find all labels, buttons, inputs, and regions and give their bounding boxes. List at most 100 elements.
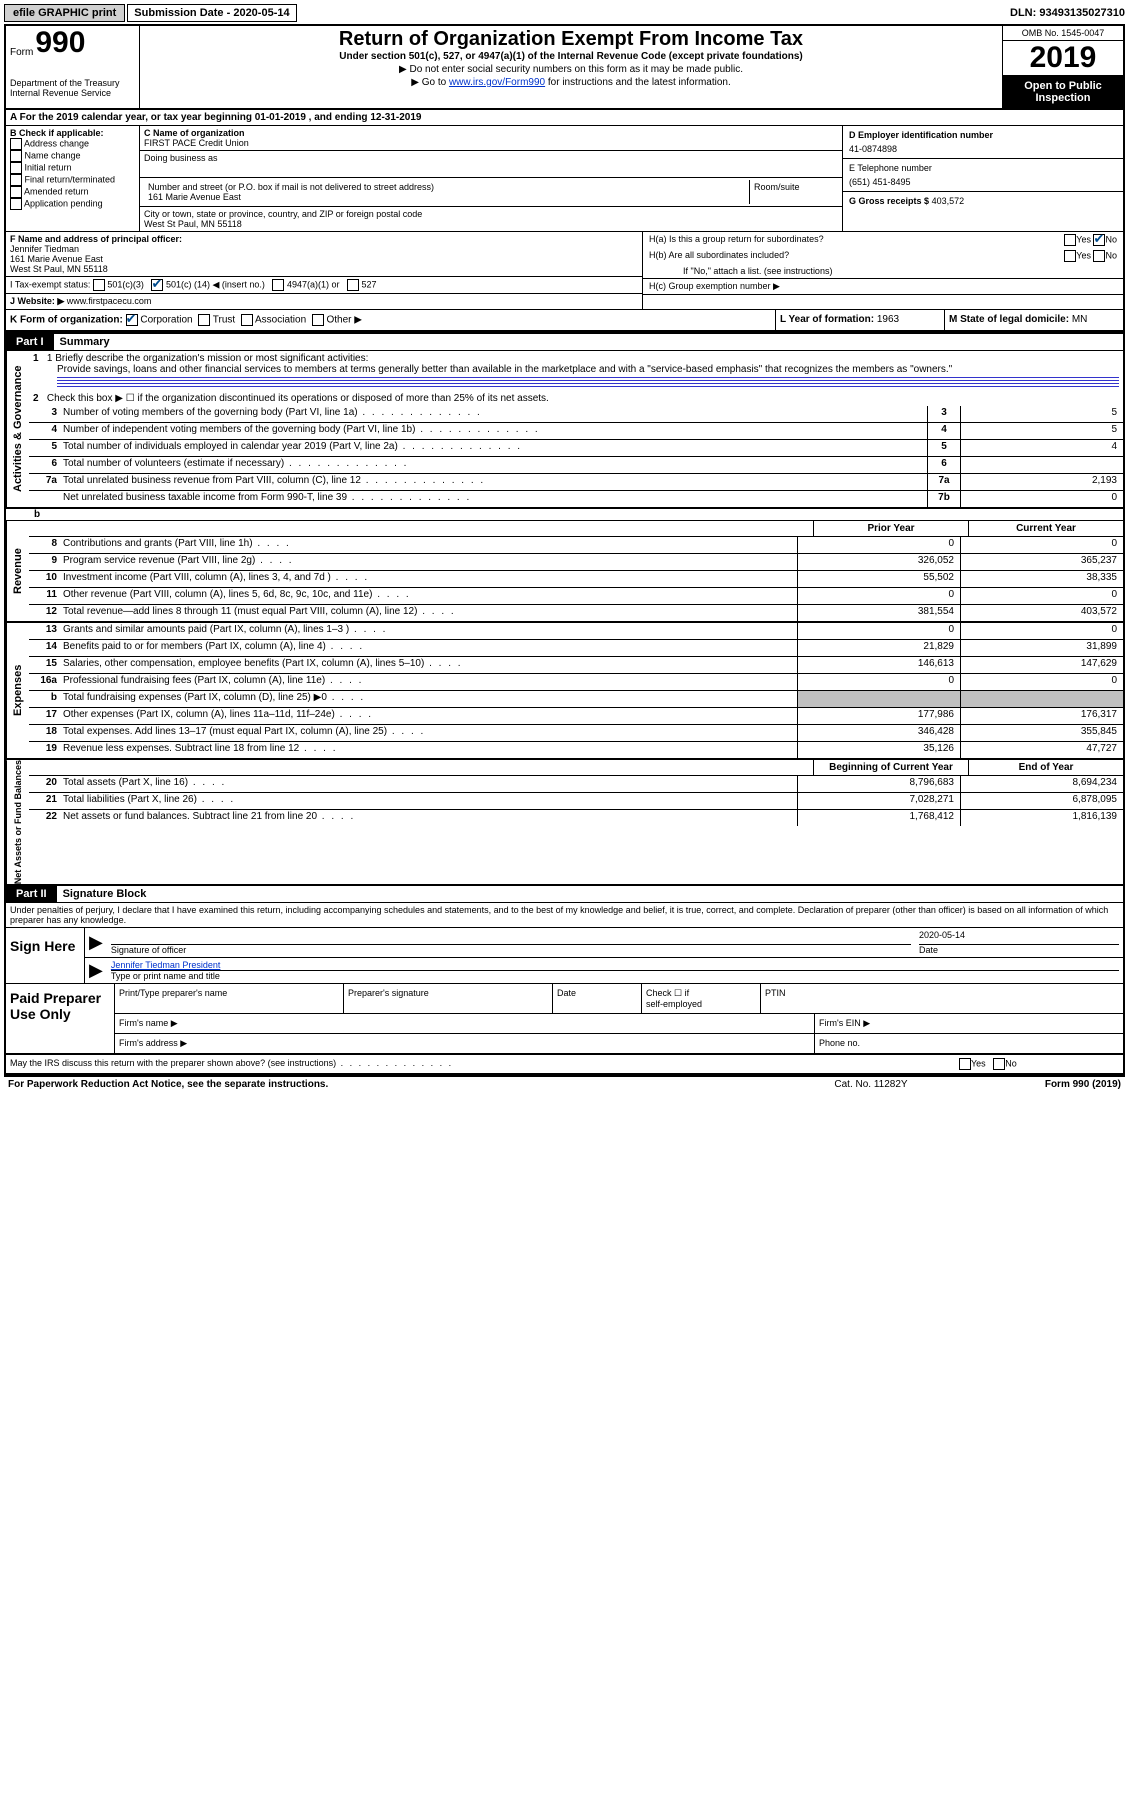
- line-num: 14: [29, 640, 61, 656]
- current-value: 8,694,234: [960, 776, 1123, 792]
- cb-application-pending[interactable]: Application pending: [10, 198, 135, 210]
- irs-link[interactable]: www.irs.gov/Form990: [449, 77, 545, 88]
- line-16a: 16a Professional fundraising fees (Part …: [29, 674, 1123, 691]
- prior-value: 55,502: [797, 571, 960, 587]
- cb-address-change[interactable]: Address change: [10, 138, 135, 150]
- line-text: Total assets (Part X, line 16): [61, 776, 797, 792]
- prior-value: 346,428: [797, 725, 960, 741]
- cb-trust[interactable]: [198, 314, 210, 326]
- hb-no: No: [1105, 250, 1117, 260]
- line1-label: 1 Briefly describe the organization's mi…: [47, 353, 369, 364]
- line-text: Program service revenue (Part VIII, line…: [61, 554, 797, 570]
- firm-phone-label: Phone no.: [815, 1034, 1123, 1053]
- cb-hb-yes[interactable]: [1064, 250, 1076, 262]
- ag-line-5: 5 Total number of individuals employed i…: [29, 440, 1123, 457]
- form-number: Form 990: [10, 28, 135, 58]
- cb-discuss-yes[interactable]: [959, 1058, 971, 1070]
- line-value: 4: [960, 440, 1123, 456]
- hb-note: If "No," attach a list. (see instruction…: [643, 264, 1123, 278]
- form-outer: Form 990 Department of the Treasury Inte…: [4, 24, 1125, 1077]
- cb-501c[interactable]: [151, 279, 163, 291]
- cb-hb-no[interactable]: [1093, 250, 1105, 262]
- prep-sig-label: Preparer's signature: [344, 984, 553, 1013]
- line-22: 22 Net assets or fund balances. Subtract…: [29, 810, 1123, 826]
- current-value: 0: [960, 623, 1123, 639]
- line-num: 13: [29, 623, 61, 639]
- cb-ha-yes[interactable]: [1064, 234, 1076, 246]
- current-value: [960, 691, 1123, 707]
- h-a: H(a) Is this a group return for subordin…: [643, 232, 1123, 248]
- line-num: 3: [29, 406, 61, 422]
- cb-discuss-no[interactable]: [993, 1058, 1005, 1070]
- prior-value: 7,028,271: [797, 793, 960, 809]
- col-b-checkboxes: B Check if applicable: Address change Na…: [6, 126, 140, 231]
- dba-label: Doing business as: [144, 153, 838, 163]
- form-header: Form 990 Department of the Treasury Inte…: [6, 26, 1123, 110]
- header-left: Form 990 Department of the Treasury Inte…: [6, 26, 140, 108]
- line-num: 5: [29, 440, 61, 456]
- cb-corp[interactable]: [126, 314, 138, 326]
- form-note-link: ▶ Go to www.irs.gov/Form990 for instruct…: [146, 77, 996, 88]
- line-box: 4: [927, 423, 960, 439]
- line-value: 5: [960, 406, 1123, 422]
- signature-section: Under penalties of perjury, I declare th…: [6, 903, 1123, 1075]
- line-text: Total number of individuals employed in …: [61, 440, 927, 456]
- section-f-through-k: F Name and address of principal officer:…: [6, 232, 1123, 310]
- line-box: 3: [927, 406, 960, 422]
- hb-label: H(b) Are all subordinates included?: [649, 250, 1064, 262]
- cb-527[interactable]: [347, 279, 359, 291]
- k-form-org: K Form of organization: Corporation Trus…: [6, 310, 775, 330]
- efile-button[interactable]: efile GRAPHIC print: [4, 4, 125, 22]
- line-text: Number of independent voting members of …: [61, 423, 927, 439]
- open-inspection: Open to Public Inspection: [1003, 76, 1123, 108]
- sig-name-label: Type or print name and title: [111, 971, 1119, 981]
- k-assoc: Association: [255, 315, 306, 326]
- cb-final-return[interactable]: Final return/terminated: [10, 174, 135, 186]
- discuss-text: May the IRS discuss this return with the…: [10, 1058, 959, 1070]
- line-box: 5: [927, 440, 960, 456]
- line-num: [29, 491, 61, 507]
- cb-initial-return[interactable]: Initial return: [10, 162, 135, 174]
- f-officer: F Name and address of principal officer:…: [6, 232, 642, 276]
- cb-assoc[interactable]: [241, 314, 253, 326]
- netassets-header: Beginning of Current Year End of Year: [29, 760, 1123, 776]
- line-num: 11: [29, 588, 61, 604]
- line-num: 19: [29, 742, 61, 758]
- line2-text: Check this box ▶ ☐ if the organization d…: [47, 393, 549, 404]
- line-value: 0: [960, 491, 1123, 507]
- dln-label: DLN:: [1010, 7, 1036, 19]
- hc-label: H(c) Group exemption number ▶: [643, 278, 1123, 295]
- current-value: 38,335: [960, 571, 1123, 587]
- current-value: 355,845: [960, 725, 1123, 741]
- prep-self-emp: self-employed: [646, 999, 756, 1009]
- city-value: West St Paul, MN 55118: [144, 219, 838, 229]
- cb-ha-no[interactable]: [1093, 234, 1105, 246]
- ha-label: H(a) Is this a group return for subordin…: [649, 234, 1064, 246]
- e-phone: E Telephone number (651) 451-8495: [843, 159, 1123, 192]
- part2-label: Part II: [6, 886, 57, 902]
- ein-value: 41-0874898: [849, 144, 1117, 154]
- cb-amended-return[interactable]: Amended return: [10, 186, 135, 198]
- form-note-ssn: ▶ Do not enter social security numbers o…: [146, 64, 996, 75]
- c-dba-cell: Doing business as: [140, 151, 842, 178]
- line-box: 7a: [927, 474, 960, 490]
- cb-other[interactable]: [312, 314, 324, 326]
- cb-name-change[interactable]: Name change: [10, 150, 135, 162]
- top-bar: efile GRAPHIC print Submission Date - 20…: [4, 4, 1125, 22]
- line-value: [960, 457, 1123, 473]
- firm-ein-label: Firm's EIN ▶: [815, 1014, 1123, 1033]
- k-l-m-row: K Form of organization: Corporation Trus…: [6, 310, 1123, 332]
- cb-4947[interactable]: [272, 279, 284, 291]
- line-num: 22: [29, 810, 61, 826]
- sig-date-value: 2020-05-14: [919, 930, 1119, 945]
- j-website: J Website: ▶ www.firstpacecu.com: [6, 293, 642, 309]
- ein-label: D Employer identification number: [849, 130, 1117, 140]
- prep-self-employed: Check ☐ if self-employed: [642, 984, 761, 1013]
- part1-bar: Part I Summary: [6, 332, 1123, 351]
- cb-501c3[interactable]: [93, 279, 105, 291]
- note-post: for instructions and the latest informat…: [548, 77, 731, 88]
- prep-date-label: Date: [553, 984, 642, 1013]
- officer-name-link[interactable]: Jennifer Tiedman President: [111, 960, 221, 970]
- line-num: 7a: [29, 474, 61, 490]
- current-value: 176,317: [960, 708, 1123, 724]
